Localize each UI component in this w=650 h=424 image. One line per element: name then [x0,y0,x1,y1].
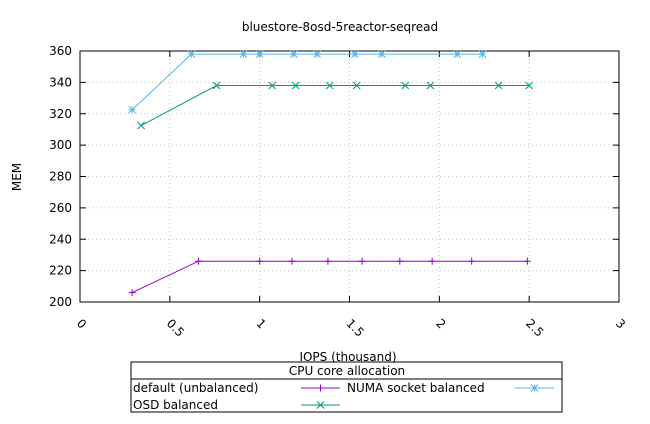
x-axis-label: IOPS (thousand) [299,350,396,364]
marker-stroke [268,81,277,90]
data-point-x [352,81,361,90]
data-point-x [525,81,534,90]
data-point-plus [324,257,332,265]
marker-stroke [351,50,359,58]
data-point-x [426,81,435,90]
data-point-star [453,50,462,58]
x-tick-label: 2 [433,316,448,331]
series-line-0 [131,260,528,294]
legend-label: NUMA socket balanced [347,381,485,395]
marker-stroke [291,81,300,90]
data-point-x [291,81,300,90]
data-point-x [212,81,221,90]
data-point-star [289,50,298,58]
marker-stroke [401,81,410,90]
x-tick-label: 0.5 [164,316,187,339]
data-point-star [351,50,359,58]
plot-frame [79,50,620,303]
series-line-1 [131,53,483,111]
legend-title: CPU core allocation [289,364,405,378]
marker-stroke [525,81,534,90]
y-tick-label: 260 [49,201,72,215]
chart-title: bluestore-8osd-5reactor-seqread [242,20,438,34]
x-tick-label: 3 [613,316,628,331]
marker-stroke [494,81,503,90]
data-point-plus [358,257,366,265]
marker-stroke [530,384,539,392]
data-point-plus [428,257,436,265]
x-tick-label: 2.5 [523,316,546,339]
marker-stroke [313,50,322,58]
marker-stroke [128,105,136,114]
y-tick-label: 360 [49,44,72,58]
legend-box [130,361,563,413]
data-point-x [268,81,277,90]
data-point-plus [256,257,264,265]
y-tick-label: 220 [49,264,72,278]
marker-stroke [352,81,361,90]
data-point-plus [195,257,203,265]
marker-stroke [137,121,145,130]
marker-stroke [325,81,334,90]
legend-label: default (unbalanced) [133,381,258,395]
marker-stroke [239,50,248,58]
legend-label: OSD balanced [133,398,218,412]
data-point-plus [396,257,404,265]
data-point-x [401,81,410,90]
data-point-star [377,50,386,58]
y-tick-label: 340 [49,75,72,89]
data-point-plus [468,257,476,265]
y-axis-label: MEM [10,163,24,191]
data-point-star [128,105,136,114]
y-tick-label: 280 [49,170,72,184]
data-point-plus [317,384,324,392]
data-point-star [239,50,248,58]
data-point-x [494,81,503,90]
x-tick-label: 1.5 [343,316,366,339]
marker-stroke [426,81,435,90]
data-point-x [137,121,145,130]
data-point-x [316,401,325,409]
data-point-star [255,50,264,58]
marker-stroke [478,50,487,58]
data-point-star [478,50,487,58]
data-point-star [187,50,196,58]
x-tick-label: 0 [74,316,89,331]
marker-stroke [187,50,196,58]
y-tick-label: 240 [49,232,72,246]
marker-stroke [255,50,264,58]
y-tick-label: 320 [49,107,72,121]
data-point-star [313,50,322,58]
data-point-plus [523,257,531,265]
data-point-x [325,81,334,90]
marker-stroke [212,81,221,90]
data-point-plus [128,289,136,297]
marker-stroke [289,50,298,58]
marker-stroke [377,50,386,58]
y-tick-label: 200 [49,295,72,309]
data-point-star [530,384,539,392]
data-point-plus [288,257,296,265]
x-tick-label: 1 [254,316,269,331]
marker-stroke [316,401,325,409]
y-tick-label: 300 [49,138,72,152]
marker-stroke [453,50,462,58]
series-line-2 [140,85,530,126]
